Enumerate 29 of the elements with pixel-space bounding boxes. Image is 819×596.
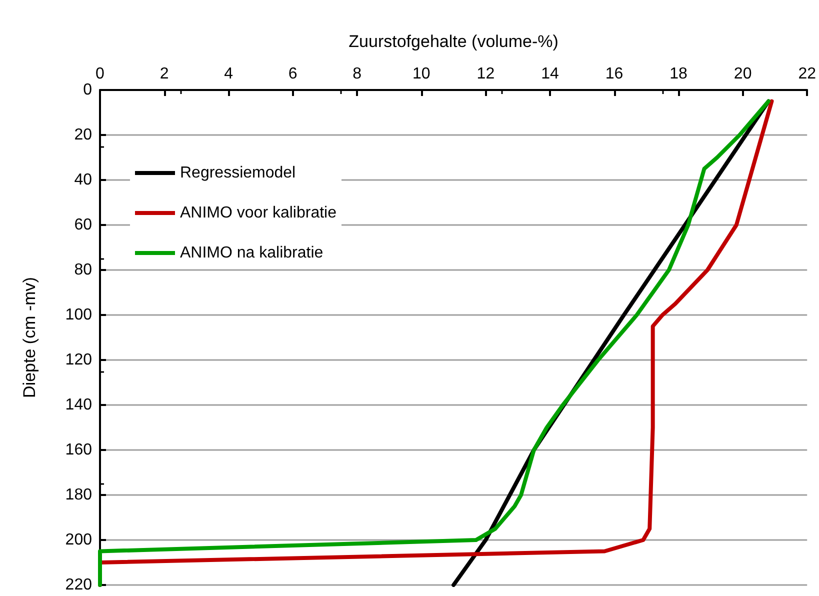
x-tick-label: 18 xyxy=(670,66,688,82)
x-tick-label: 10 xyxy=(412,66,430,82)
x-tick-label: 22 xyxy=(798,66,816,82)
x-tick-label: 0 xyxy=(96,66,105,82)
x-tick-label: 4 xyxy=(224,66,234,82)
y-tick-label: 100 xyxy=(65,306,92,324)
x-tick-label: 8 xyxy=(352,66,362,82)
y-tick-label: 180 xyxy=(65,486,92,504)
y-tick-label: 60 xyxy=(74,216,92,234)
x-tick-label: 20 xyxy=(734,66,752,82)
y-tick-label: 200 xyxy=(65,532,92,548)
y-axis-title: Diepte (cm -mv) xyxy=(20,277,39,398)
y-tick-label: 140 xyxy=(65,396,92,414)
y-tick-label: 120 xyxy=(65,352,92,368)
y-tick-label: 160 xyxy=(65,442,92,458)
y-tick-label: 40 xyxy=(74,172,92,188)
y-tick-label: 220 xyxy=(65,576,92,594)
x-tick-label: 14 xyxy=(541,66,559,82)
x-axis-title: Zuurstofgehalte (volume-%) xyxy=(348,32,558,51)
legend-label: ANIMO voor kalibratie xyxy=(180,204,337,222)
x-tick-label: 2 xyxy=(160,66,169,82)
legend-label: ANIMO na kalibratie xyxy=(180,244,324,262)
x-tick-label: 12 xyxy=(476,66,495,82)
y-tick-label: 80 xyxy=(74,262,92,278)
y-tick-label: 0 xyxy=(83,82,92,98)
y-tick-label: 20 xyxy=(74,126,92,144)
x-tick-label: 16 xyxy=(605,66,624,82)
x-tick-label: 6 xyxy=(288,66,298,82)
legend-label: Regressiemodel xyxy=(180,164,296,182)
